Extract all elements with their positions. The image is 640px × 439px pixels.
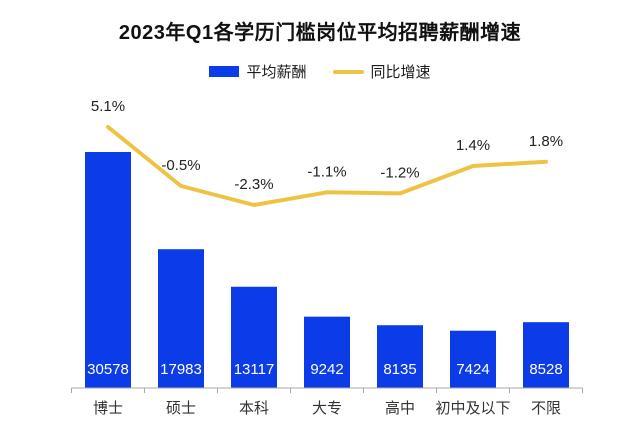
category-label: 大专	[312, 400, 342, 417]
category-label: 本科	[239, 400, 269, 417]
bar-value-label: 7424	[456, 361, 489, 378]
bar-4	[377, 325, 423, 388]
legend-line-label: 同比增速	[370, 64, 431, 81]
legend-bar-label: 平均薪酬	[246, 64, 307, 81]
category-label: 不限	[531, 400, 561, 417]
growth-label: 1.4%	[456, 137, 490, 154]
bar-value-label: 8135	[383, 361, 416, 378]
legend-item-salary: 平均薪酬	[209, 61, 307, 82]
category-label: 博士	[93, 400, 123, 417]
bar-1	[158, 249, 204, 388]
growth-label: -0.5%	[161, 157, 200, 174]
category-label: 初中及以下	[435, 400, 510, 417]
bar-6	[523, 322, 569, 388]
bar-value-label: 9242	[310, 361, 343, 378]
legend: 平均薪酬 同比增速	[0, 61, 640, 82]
bar-5	[450, 330, 496, 388]
category-label: 高中	[385, 400, 415, 417]
legend-bar-swatch	[209, 66, 240, 77]
growth-label: -1.2%	[380, 164, 419, 181]
bar-0	[85, 152, 131, 388]
growth-label: -2.3%	[234, 176, 273, 193]
legend-line-swatch	[332, 69, 364, 74]
category-label: 硕士	[166, 400, 196, 417]
bar-value-label: 30578	[87, 361, 129, 378]
bar-3	[304, 316, 350, 388]
growth-label: 5.1%	[91, 98, 125, 115]
growth-line	[106, 125, 548, 207]
legend-item-growth: 同比增速	[332, 61, 431, 82]
bar-value-label: 8528	[529, 361, 562, 378]
bar-value-label: 17983	[160, 361, 202, 378]
growth-label: -1.1%	[307, 163, 346, 180]
bar-value-label: 13117	[234, 361, 275, 378]
bar-2	[231, 286, 277, 388]
chart-title: 2023年Q1各学历门槛岗位平均招聘薪酬增速	[118, 22, 522, 44]
growth-label: 1.8%	[529, 133, 563, 150]
